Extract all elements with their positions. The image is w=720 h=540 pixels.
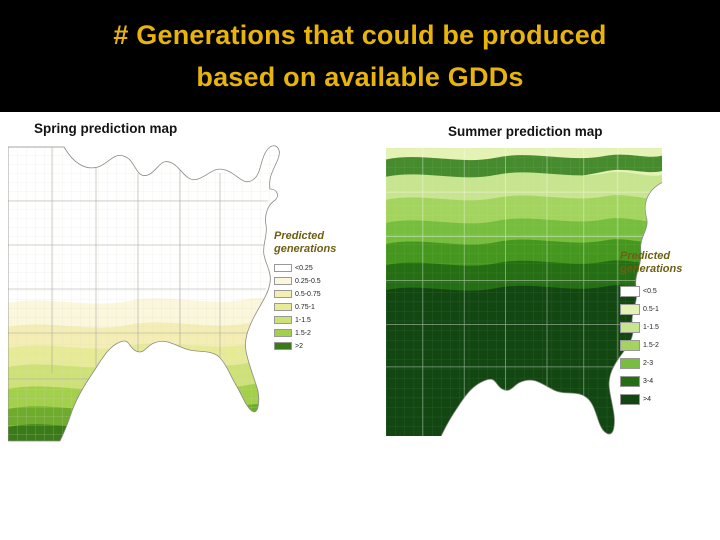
legend-item: 1-1.5 [620,322,698,333]
legend-value-label: 2-3 [643,360,654,367]
legend-swatch [620,304,640,315]
legend-item: 2-3 [620,358,698,369]
legend-value-label: 1.5-2 [643,342,659,349]
legend-value-label: >2 [295,342,303,350]
spring-legend: Predicted generations <0.25 0.25-0.5 0.5-0… [274,230,346,355]
legend-value-label: <0.5 [643,288,657,295]
legend-item: 3-4 [620,376,698,387]
summer-legend-items: <0.5 0.5-1 1-1.5 1.5-2 2-3 3-4 >4 [620,286,698,405]
legend-value-label: 1-1.5 [295,316,311,324]
legend-swatch [620,394,640,405]
legend-value-label: 1-1.5 [643,324,659,331]
legend-value-label: 0.75-1 [295,303,315,311]
legend-value-label: <0.25 [295,264,313,272]
legend-swatch [274,264,292,272]
legend-swatch [620,340,640,351]
legend-swatch [274,277,292,285]
legend-item: 0.5-0.75 [274,290,346,298]
spring-map-label: Spring prediction map [34,121,178,136]
legend-value-label: 1.5-2 [295,329,311,337]
legend-value-label: >4 [643,396,651,403]
legend-swatch [620,322,640,333]
legend-swatch [620,358,640,369]
legend-item: 1.5-2 [274,329,346,337]
legend-swatch [274,290,292,298]
spring-map-image [8,145,280,442]
legend-swatch [620,376,640,387]
legend-item: 0.25-0.5 [274,277,346,285]
legend-item: <0.5 [620,286,698,297]
legend-value-label: 3-4 [643,378,654,385]
legend-item: <0.25 [274,264,346,272]
legend-item: >2 [274,342,346,350]
slide-title-line-1: # Generations that could be produced [113,20,607,50]
summer-map-label: Summer prediction map [448,124,603,139]
spring-legend-title: Predicted generations [274,230,337,255]
legend-swatch [274,329,292,337]
legend-item: 1.5-2 [620,340,698,351]
legend-value-label: 0.5-0.75 [295,290,321,298]
legend-item: 1-1.5 [274,316,346,324]
legend-value-label: 0.5-1 [643,306,659,313]
legend-swatch [274,316,292,324]
summer-legend: Predicted generations <0.5 0.5-1 1-1.5 1.5-… [620,250,698,412]
slide-header: # Generations that could be produced bas… [0,0,720,112]
legend-item: 0.5-1 [620,304,698,315]
legend-swatch [274,342,292,350]
legend-item: >4 [620,394,698,405]
legend-swatch [274,303,292,311]
slide-title-line-2: based on available GDDs [196,62,524,92]
summer-legend-title: Predicted generations [620,250,683,275]
spring-legend-items: <0.25 0.25-0.5 0.5-0.75 0.75-1 1-1.5 1.5-2 >2 [274,264,346,350]
legend-swatch [620,286,640,297]
legend-value-label: 0.25-0.5 [295,277,321,285]
summer-map-image [386,148,662,436]
legend-item: 0.75-1 [274,303,346,311]
